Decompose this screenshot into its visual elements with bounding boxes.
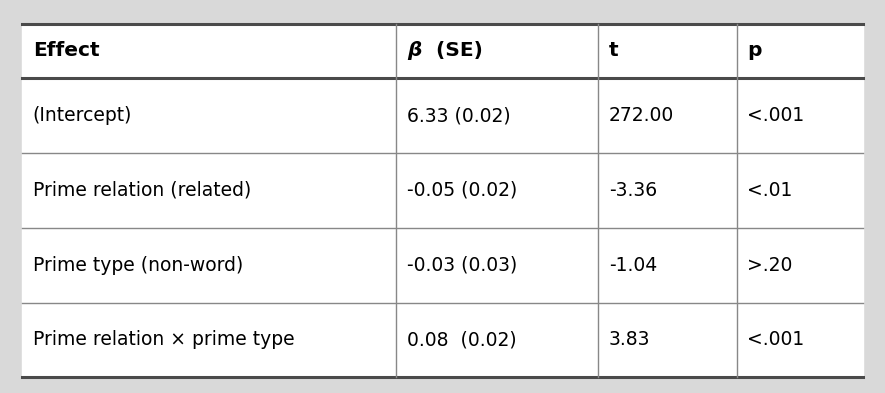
Text: <.001: <.001 — [748, 331, 804, 349]
Text: <.001: <.001 — [748, 106, 804, 125]
Text: >.20: >.20 — [748, 256, 793, 275]
Text: Effect: Effect — [33, 42, 99, 61]
Text: Prime relation × prime type: Prime relation × prime type — [33, 331, 295, 349]
Text: (SE): (SE) — [429, 42, 483, 61]
Text: -0.05 (0.02): -0.05 (0.02) — [407, 181, 517, 200]
Text: -3.36: -3.36 — [609, 181, 657, 200]
Text: <.01: <.01 — [748, 181, 793, 200]
Text: 0.08  (0.02): 0.08 (0.02) — [407, 331, 517, 349]
Text: β: β — [407, 42, 421, 61]
Text: 272.00: 272.00 — [609, 106, 673, 125]
Text: -1.04: -1.04 — [609, 256, 657, 275]
Text: Prime relation (related): Prime relation (related) — [33, 181, 251, 200]
Text: 6.33 (0.02): 6.33 (0.02) — [407, 106, 511, 125]
Text: Prime type (non-word): Prime type (non-word) — [33, 256, 243, 275]
Text: -0.03 (0.03): -0.03 (0.03) — [407, 256, 517, 275]
Text: p: p — [748, 42, 762, 61]
Text: (Intercept): (Intercept) — [33, 106, 132, 125]
Text: t: t — [609, 42, 619, 61]
Text: 3.83: 3.83 — [609, 331, 650, 349]
